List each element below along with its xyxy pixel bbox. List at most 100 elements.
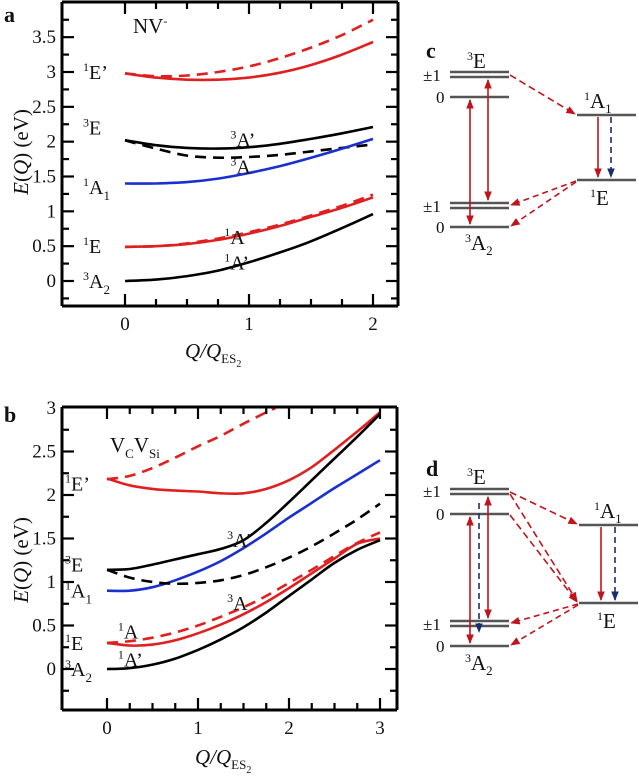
state-label: 1E’ — [65, 472, 90, 496]
svg-text:Q/QES2: Q/QES2 — [185, 339, 241, 370]
state-label: 1A1 — [65, 579, 92, 607]
y-tick-label: 1 — [47, 572, 57, 593]
state-label: 3A2 — [83, 269, 110, 297]
level-label-1E-c: 1E — [590, 186, 609, 210]
svg-text:1A1: 1A1 — [584, 89, 612, 116]
svg-text:1A1: 1A1 — [594, 499, 622, 526]
series-line-1e-solid — [106, 411, 381, 495]
svg-text:3E: 3E — [467, 49, 486, 73]
y-tick-label: 0 — [47, 271, 57, 292]
series-line-3a- — [124, 125, 374, 150]
isc-arrow-lower-0-c — [510, 181, 577, 227]
x-tick-label: 1 — [193, 718, 203, 739]
y-tick-label: 1.5 — [32, 167, 56, 188]
panel-label-d: d — [426, 456, 438, 481]
state-label: 3E — [65, 553, 83, 577]
chart-annotation-vcvsi: VCVSi — [110, 433, 160, 461]
y-tick-label: 2.5 — [32, 97, 56, 118]
y-tick-label: 0.5 — [32, 616, 56, 637]
x-tick-label: 3 — [375, 718, 385, 739]
level-label-1A1-c: 1A1 — [584, 89, 612, 116]
level-label-3A2-d: 3A2 — [465, 651, 493, 678]
svg-text:3A2: 3A2 — [465, 651, 493, 678]
y-tick-label: 0 — [47, 659, 57, 680]
state-label: 1E’ — [83, 60, 108, 84]
y-tick-label: 3 — [47, 398, 57, 419]
svg-text:3E: 3E — [467, 465, 486, 489]
svg-text:1E: 1E — [597, 609, 616, 633]
isc-arrow-lower-pm1-d — [510, 603, 579, 625]
branch-label: 1A’ — [224, 251, 249, 275]
ms-label-0-upper-d: 0 — [436, 505, 445, 524]
branch-label: 3A — [227, 591, 248, 615]
series-line-1a-dashed — [124, 193, 374, 249]
series-line-1a-solid — [106, 537, 381, 647]
branch-label: 3A’ — [230, 127, 255, 151]
series-line-1e-dashed — [106, 407, 276, 481]
isc-arrow-pm1-to-1E-d — [509, 493, 578, 602]
x-tick-label: 0 — [120, 314, 130, 335]
state-label: 1A1 — [83, 175, 110, 203]
y-tick-label: 2 — [47, 485, 57, 506]
x-tick-label: 2 — [284, 718, 294, 739]
x-axis-label-a: Q/QES2 — [185, 339, 241, 370]
level-label-1A1-d: 1A1 — [594, 499, 622, 526]
y-axis-label-b: E(Q) (eV) — [9, 517, 33, 604]
svg-text:Q/QES2: Q/QES2 — [195, 745, 251, 776]
isc-arrow-pm1-to-1A1-d — [509, 491, 578, 525]
level-label-1E-d: 1E — [597, 609, 616, 633]
svg-text:3A2: 3A2 — [465, 231, 493, 258]
isc-arrow-lower-pm1-c — [510, 180, 577, 206]
panel-label-c: c — [426, 38, 436, 63]
svg-text:E(Q) (eV): E(Q) (eV) — [9, 517, 33, 604]
series-line-3a2 — [106, 539, 381, 671]
branch-label: 3A’ — [227, 528, 252, 552]
panel-label-a: a — [4, 2, 15, 27]
branch-label: 3A — [230, 154, 251, 178]
branch-label: 1A — [224, 225, 245, 249]
isc-arrow-0-to-1E-d — [509, 514, 578, 603]
y-tick-label: 1.5 — [32, 529, 56, 550]
ms-label-pm1-lower-d: ±1 — [423, 615, 441, 634]
isc-arrow-upper-c — [509, 74, 576, 115]
state-label: 3A2 — [65, 657, 92, 685]
ms-label-0-lower-c: 0 — [436, 218, 445, 237]
series-line-1a1 — [124, 137, 374, 185]
y-tick-label: 2.5 — [32, 442, 56, 463]
panel-d-energy-diagram: d 3E ±1 0 ±1 0 3A2 1A1 1E — [423, 456, 638, 678]
state-label: 3E — [83, 116, 101, 140]
ms-label-pm1-upper-c: ±1 — [423, 66, 441, 85]
ms-label-pm1-lower-c: ±1 — [423, 197, 441, 216]
series-line-3a- — [106, 413, 381, 572]
level-label-3E-c: 3E — [467, 49, 486, 73]
chart-annotation-nv: NV- — [133, 14, 167, 38]
svg-text:E(Q) (eV): E(Q) (eV) — [9, 109, 33, 196]
x-tick-label: 0 — [102, 718, 112, 739]
level-label-3E-d: 3E — [467, 465, 486, 489]
series-line-1a-dashed — [106, 531, 381, 645]
series-line-3a — [124, 139, 374, 160]
level-label-3A2-c: 3A2 — [465, 231, 493, 258]
x-tick-label: 1 — [244, 314, 254, 335]
panel-label-b: b — [4, 402, 16, 427]
x-axis-label-b: Q/QES2 — [195, 745, 251, 776]
y-tick-label: 3 — [47, 62, 57, 83]
ms-label-0-lower-d: 0 — [436, 637, 445, 656]
branch-label: 1A — [118, 619, 139, 643]
series-line-3a — [106, 502, 381, 586]
ms-label-pm1-upper-d: ±1 — [423, 482, 441, 501]
x-tick-label: 2 — [368, 314, 378, 335]
isc-arrow-lower-0-d — [510, 604, 579, 646]
y-tick-label: 0.5 — [32, 236, 56, 257]
state-label: 1E — [65, 631, 83, 655]
series-line-1e-solid — [124, 40, 374, 82]
ms-label-0-upper-c: 0 — [436, 88, 445, 107]
panel-a-chart: a 0 1 2 0 0.5 1 1.5 2 2.5 3 3.5 1E’ 3E 1A1 1E 3A2 3A’ 3A 1… — [4, 0, 400, 370]
y-tick-label: 2 — [47, 132, 57, 153]
y-tick-label: 3.5 — [32, 27, 56, 48]
y-axis-label-a: E(Q) (eV) — [9, 109, 33, 196]
state-label: 1E — [83, 234, 101, 258]
series-line-1e-dashed — [124, 18, 374, 78]
